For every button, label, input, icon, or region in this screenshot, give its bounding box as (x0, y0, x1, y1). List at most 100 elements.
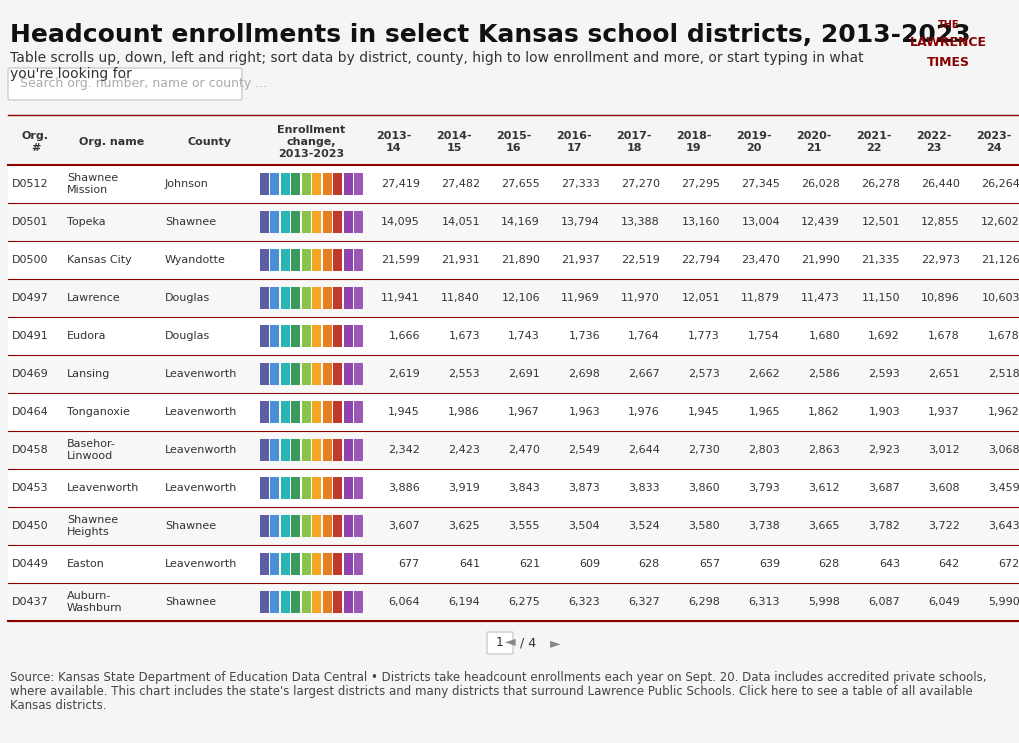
Text: 13,160: 13,160 (681, 217, 719, 227)
Text: Easton: Easton (67, 559, 105, 569)
Text: 13,388: 13,388 (621, 217, 659, 227)
Bar (290, 325, 300, 348)
Bar (270, 325, 279, 348)
Text: 11,473: 11,473 (801, 293, 840, 303)
Text: 1,678: 1,678 (927, 331, 959, 341)
Bar (302, 553, 311, 575)
Text: Leavenworth: Leavenworth (165, 445, 237, 455)
Bar (333, 363, 342, 386)
Bar (270, 591, 279, 614)
Text: 642: 642 (937, 559, 959, 569)
Text: 11,150: 11,150 (861, 293, 899, 303)
FancyBboxPatch shape (8, 115, 1019, 165)
Bar (322, 515, 331, 537)
Text: LAWRENCE: LAWRENCE (909, 36, 986, 49)
Bar (270, 400, 279, 424)
Bar (280, 476, 289, 499)
Text: D0497: D0497 (12, 293, 49, 303)
Bar (8, 355, 1019, 393)
Bar (343, 210, 353, 233)
Text: 11,970: 11,970 (621, 293, 659, 303)
Text: Headcount enrollments in select Kansas school districts, 2013-2023: Headcount enrollments in select Kansas s… (10, 23, 970, 47)
Bar (354, 476, 363, 499)
Text: 2014-
15: 2014- 15 (436, 132, 472, 153)
Text: 1,862: 1,862 (807, 407, 840, 417)
Text: D0501: D0501 (12, 217, 49, 227)
Bar (260, 400, 269, 424)
Text: 12,501: 12,501 (860, 217, 899, 227)
Bar (333, 476, 342, 499)
Text: 1,945: 1,945 (388, 407, 420, 417)
Bar (302, 287, 311, 309)
Text: Wyandotte: Wyandotte (165, 255, 225, 265)
Text: Leavenworth: Leavenworth (165, 559, 237, 569)
Text: Leavenworth: Leavenworth (67, 483, 140, 493)
Text: 672: 672 (998, 559, 1019, 569)
Bar (354, 400, 363, 424)
Bar (322, 553, 331, 575)
Bar (322, 210, 331, 233)
Text: 12,106: 12,106 (501, 293, 539, 303)
Text: 26,278: 26,278 (860, 179, 899, 189)
Text: D0449: D0449 (12, 559, 49, 569)
Bar (8, 241, 1019, 279)
Text: 10,603: 10,603 (980, 293, 1019, 303)
Bar (270, 476, 279, 499)
Bar (260, 515, 269, 537)
Text: Lansing: Lansing (67, 369, 110, 379)
Text: 2,423: 2,423 (447, 445, 480, 455)
Bar (280, 363, 289, 386)
Text: 13,004: 13,004 (741, 217, 780, 227)
Text: 1,736: 1,736 (568, 331, 599, 341)
Text: 1,963: 1,963 (568, 407, 599, 417)
Text: 609: 609 (579, 559, 599, 569)
Text: 26,028: 26,028 (800, 179, 840, 189)
Bar (333, 591, 342, 614)
Bar (270, 363, 279, 386)
Text: 2013-
14: 2013- 14 (376, 132, 412, 153)
Bar (333, 438, 342, 461)
Text: 5,998: 5,998 (807, 597, 840, 607)
Text: Shawnee
Heights: Shawnee Heights (67, 515, 118, 536)
Text: Tonganoxie: Tonganoxie (67, 407, 129, 417)
Text: 26,264: 26,264 (980, 179, 1019, 189)
Bar (290, 172, 300, 195)
Text: 2021-
22: 2021- 22 (855, 132, 891, 153)
Bar (290, 363, 300, 386)
Text: 21,126: 21,126 (980, 255, 1019, 265)
Text: 628: 628 (818, 559, 840, 569)
Bar (322, 476, 331, 499)
Bar (260, 591, 269, 614)
Text: 2,549: 2,549 (568, 445, 599, 455)
Bar (333, 287, 342, 309)
Bar (343, 363, 353, 386)
Text: 2,691: 2,691 (507, 369, 539, 379)
Bar (302, 172, 311, 195)
Bar (322, 400, 331, 424)
Text: 27,482: 27,482 (440, 179, 480, 189)
Text: 1: 1 (495, 637, 503, 649)
Bar (343, 249, 353, 271)
Text: 2,923: 2,923 (867, 445, 899, 455)
Text: 3,068: 3,068 (987, 445, 1019, 455)
Bar (312, 476, 321, 499)
Text: 14,169: 14,169 (500, 217, 539, 227)
Text: 27,345: 27,345 (741, 179, 780, 189)
Bar (302, 515, 311, 537)
Text: 21,599: 21,599 (381, 255, 420, 265)
Text: 12,855: 12,855 (920, 217, 959, 227)
Bar (354, 325, 363, 348)
Text: 21,937: 21,937 (560, 255, 599, 265)
Text: 3,625: 3,625 (448, 521, 480, 531)
Bar (333, 325, 342, 348)
Text: 11,840: 11,840 (441, 293, 480, 303)
Text: 22,519: 22,519 (621, 255, 659, 265)
Bar (343, 287, 353, 309)
Text: 3,687: 3,687 (867, 483, 899, 493)
Text: 1,692: 1,692 (867, 331, 899, 341)
Text: 2,573: 2,573 (688, 369, 719, 379)
Text: 6,323: 6,323 (568, 597, 599, 607)
Text: 639: 639 (758, 559, 780, 569)
Bar (290, 438, 300, 461)
Bar (312, 172, 321, 195)
